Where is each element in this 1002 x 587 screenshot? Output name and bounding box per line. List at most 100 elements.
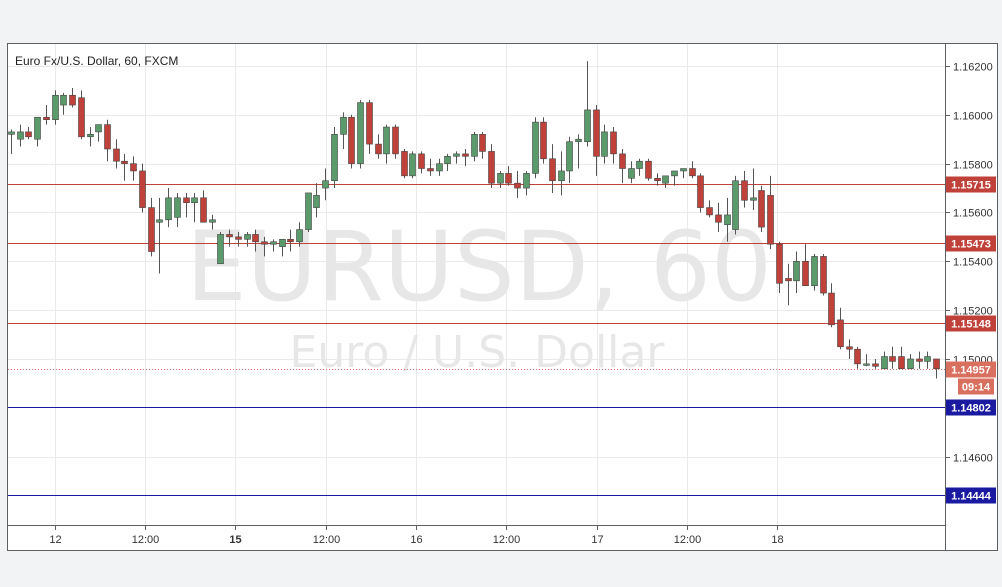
candle-down: [25, 127, 32, 140]
price-axis[interactable]: 1.16200 1.16000 1.15800 1.15600 1.15400 1.152…: [945, 62, 993, 465]
candle-up: [863, 354, 870, 367]
candle-up: [270, 239, 277, 252]
candle-down: [776, 241, 783, 294]
candle-body: [462, 153, 469, 157]
candle-body: [340, 116, 347, 135]
candle-down: [462, 148, 469, 167]
candle-body: [706, 207, 713, 216]
price-tags: 1.15715 1.15473 1.15148 1.14802 1.14444 1.149…: [946, 176, 996, 504]
candle-body: [217, 234, 224, 265]
candle-down: [375, 134, 382, 159]
candle-up: [52, 90, 59, 125]
chart-frame: EURUSD, 60 Euro / U.S. Dollar 1.16200 1.1…: [7, 43, 998, 551]
level-tag-resistance: [946, 315, 996, 332]
time-tick-label: 12:00: [313, 534, 341, 546]
candle-up: [340, 112, 347, 149]
candle-body: [366, 102, 373, 145]
candle-down: [706, 200, 713, 218]
level-tag-support: [946, 399, 996, 416]
candle-body: [139, 170, 146, 208]
grid: [8, 44, 945, 525]
price-tick-label: 1.15800: [953, 160, 993, 172]
candle-body: [436, 163, 443, 172]
candle-down: [43, 105, 50, 125]
candle-body: [471, 134, 478, 157]
candle-down: [121, 153, 128, 181]
candles: [8, 61, 940, 379]
candle-down: [226, 229, 233, 247]
candle-up: [750, 168, 757, 211]
candle-body: [628, 168, 635, 179]
candle-down: [505, 166, 512, 186]
price-tick-label: 1.15400: [953, 257, 993, 269]
candle-body: [497, 173, 504, 184]
candle-up: [497, 170, 504, 189]
candle-down: [287, 229, 294, 252]
candlestick-chart: EURUSD, 60 Euro / U.S. Dollar 1.162001.1…: [8, 44, 996, 550]
candle-down: [479, 131, 486, 159]
candle-body: [793, 261, 800, 282]
candle-up: [907, 354, 914, 370]
time-tick-label: 12:00: [493, 534, 521, 546]
candle-body: [514, 182, 521, 189]
candle-up: [296, 222, 303, 247]
candle-body: [383, 126, 390, 155]
last-price-label: 1.14957: [951, 365, 991, 377]
candle-down: [366, 100, 373, 154]
candle-body: [174, 197, 181, 218]
candle-down: [235, 232, 242, 247]
candle-body: [104, 124, 111, 150]
time-axis[interactable]: 12 12:00 15 12:00 16 12:00 17 12:00 18: [49, 525, 784, 546]
candle-body: [453, 153, 460, 157]
candle-body: [523, 173, 530, 189]
candle-up: [471, 131, 478, 162]
candle-up: [156, 197, 163, 274]
candle-body: [505, 173, 512, 184]
candle-up: [523, 170, 530, 196]
candle-body: [540, 121, 547, 160]
candle-body: [8, 131, 15, 135]
candle-body: [209, 219, 216, 223]
candle-body: [811, 256, 818, 287]
candle-down: [139, 163, 146, 213]
candle-body: [401, 151, 408, 177]
candle-body: [479, 134, 486, 152]
candle-down: [645, 158, 652, 181]
level-tag-label: 1.15148: [951, 319, 991, 331]
candle-down: [401, 148, 408, 179]
candle-body: [837, 319, 844, 348]
candle-body: [593, 109, 600, 157]
candle-down: [392, 124, 399, 159]
chart-title: Euro Fx/U.S. Dollar, 60, FXCM: [15, 54, 178, 68]
candle-body: [113, 148, 120, 162]
candle-down: [916, 351, 923, 369]
candle-up: [174, 192, 181, 228]
candle-body: [244, 234, 251, 240]
candle-body: [313, 195, 320, 208]
candle-body: [680, 168, 687, 172]
candle-up: [357, 100, 364, 169]
candle-body: [863, 363, 870, 366]
candle-down: [889, 346, 896, 369]
price-tick-label: 1.16000: [953, 111, 993, 123]
candle-body: [392, 126, 399, 155]
candle-up: [217, 232, 224, 265]
candle-body: [200, 197, 207, 223]
candle-up: [331, 127, 338, 189]
candle-up: [279, 239, 286, 257]
candle-body: [758, 190, 765, 228]
candle-body: [741, 180, 748, 201]
candle-body: [305, 192, 312, 230]
candle-up: [313, 183, 320, 218]
candle-body: [148, 207, 155, 252]
candle-body: [732, 180, 739, 230]
candle-down: [758, 185, 765, 233]
candle-body: [924, 356, 931, 362]
level-tag-label: 1.14444: [951, 491, 992, 503]
candle-body: [270, 241, 277, 245]
level-tag-label: 1.14802: [951, 403, 991, 415]
candle-up: [165, 188, 172, 228]
candle-body: [566, 141, 573, 172]
candle-body: [610, 131, 617, 155]
candle-down: [69, 87, 76, 108]
